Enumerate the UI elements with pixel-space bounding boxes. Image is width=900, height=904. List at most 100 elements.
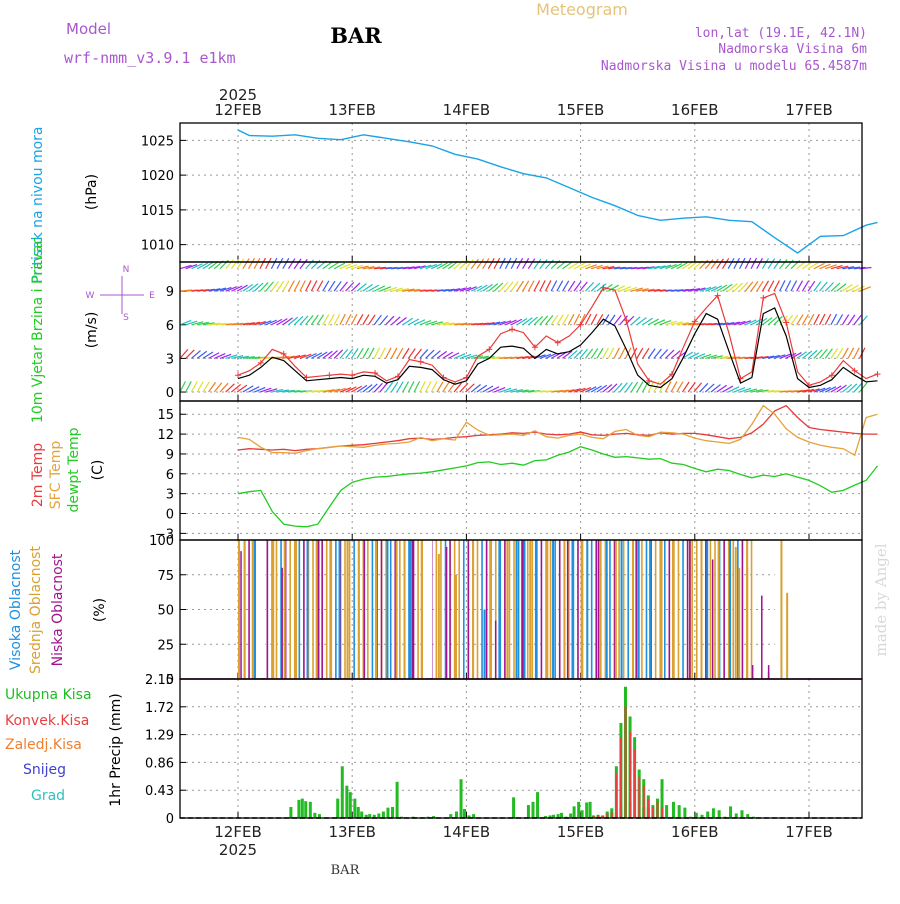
svg-text:Srednja Oblacnost: Srednja Oblacnost — [28, 546, 44, 674]
wind-dir-north: N — [123, 265, 130, 275]
wind-barb — [522, 317, 533, 326]
precip-bar — [544, 816, 548, 818]
wind-barb — [699, 353, 712, 359]
precip-bar — [308, 801, 312, 818]
wind-barb — [853, 347, 860, 359]
wind-barb — [476, 284, 488, 292]
wind-barb — [356, 314, 364, 326]
wind-dir-south: S — [123, 313, 129, 323]
wind-barb — [527, 280, 535, 292]
low-cloud-bar — [635, 540, 637, 679]
wind-barb — [436, 288, 449, 292]
mid-cloud-bar — [529, 540, 532, 679]
conv-precip-bar — [597, 815, 600, 818]
mid-cloud-bar — [238, 540, 240, 679]
wind-barb — [288, 316, 299, 326]
cloud-bar — [613, 540, 616, 679]
wind-barb — [276, 280, 285, 292]
panel-border — [179, 122, 863, 263]
precip-bar — [289, 807, 293, 818]
wind-barb — [287, 258, 296, 270]
cloud-bar — [604, 540, 607, 679]
wind-barb — [322, 350, 333, 359]
wind-barb — [750, 388, 763, 393]
wind-barb — [596, 347, 604, 359]
cloud-bar — [504, 540, 506, 679]
cloud-bar — [303, 540, 305, 679]
wind-barb — [339, 281, 348, 292]
ytick-label: 25 — [157, 638, 174, 653]
wind-barb — [499, 320, 512, 326]
cloud-bar — [526, 540, 529, 679]
temp-title-dewpt: dewpt Temp — [66, 427, 82, 512]
precip-bar — [531, 801, 535, 818]
year-bottom: 2025 — [219, 841, 257, 859]
wind-barb — [739, 281, 749, 292]
wind-barb — [584, 348, 594, 359]
wind-barb — [704, 383, 715, 393]
wind-barb — [219, 353, 232, 359]
wind-barb — [448, 352, 460, 359]
wind-barb — [288, 355, 301, 359]
wind-barb — [516, 317, 528, 326]
cloud-bar — [737, 540, 739, 679]
wind-barb — [225, 354, 238, 359]
low-cloud-bar — [363, 540, 366, 679]
precip-bar — [577, 801, 581, 818]
wind-barb — [499, 281, 509, 292]
top-day-label: 15FEB — [557, 101, 604, 119]
wind-barb — [270, 257, 278, 270]
wind-barb — [539, 280, 546, 292]
mid-cloud-bar — [357, 540, 360, 679]
wind-barb — [414, 289, 427, 292]
wind-barb — [333, 313, 341, 326]
wind-barb — [728, 356, 741, 359]
wind-barb — [316, 314, 325, 326]
wind-barb — [767, 354, 780, 359]
cloud-bar — [549, 540, 552, 679]
cloud-bar — [609, 540, 611, 679]
wind-barb — [659, 264, 672, 270]
wind-gust-marker — [714, 292, 721, 299]
wind-barb — [664, 381, 672, 393]
wind-gust-marker — [577, 321, 584, 328]
cloud-bar — [577, 540, 579, 679]
high-cloud-bar — [706, 540, 709, 679]
wind-barb — [442, 288, 455, 292]
mid-cloud-bar — [346, 540, 349, 679]
wind-barb — [465, 286, 477, 292]
wind-barb — [853, 285, 865, 292]
high-cloud-bar — [637, 540, 640, 679]
wind-barb — [505, 388, 518, 393]
wind-barb — [454, 322, 467, 326]
wind-barb — [824, 282, 834, 292]
mid-cloud-bar — [329, 540, 332, 679]
bottom-day-label: 13FEB — [328, 823, 375, 841]
pressure-title: Pritisak na nivou mora — [30, 126, 46, 283]
precip-bar — [569, 813, 573, 818]
precip-bar — [372, 814, 376, 818]
ytick-label: 15 — [157, 408, 174, 423]
wind-barb — [327, 280, 336, 292]
wind-barb — [630, 381, 639, 393]
wind-barb — [562, 261, 573, 270]
wind-barb — [801, 280, 810, 292]
ytick-label: 1025 — [141, 134, 174, 149]
wind-barb — [602, 314, 610, 326]
wind-barb — [727, 283, 738, 292]
wind-barb — [248, 356, 261, 359]
wind-barb — [493, 320, 506, 326]
wind-barb — [294, 354, 306, 359]
wind-barb — [676, 288, 689, 292]
wind-barb — [544, 280, 552, 292]
cloud-bar — [517, 540, 520, 679]
conv-precip-bar — [651, 807, 654, 818]
wind-barb — [271, 388, 284, 393]
ytick-label: 75 — [157, 569, 174, 584]
wind-barb — [305, 280, 312, 292]
wind-barb — [425, 320, 438, 326]
wind-barb — [642, 288, 655, 292]
wind-barb — [842, 266, 855, 270]
wind-barb — [368, 266, 381, 270]
mid-cloud-bar — [734, 546, 737, 679]
